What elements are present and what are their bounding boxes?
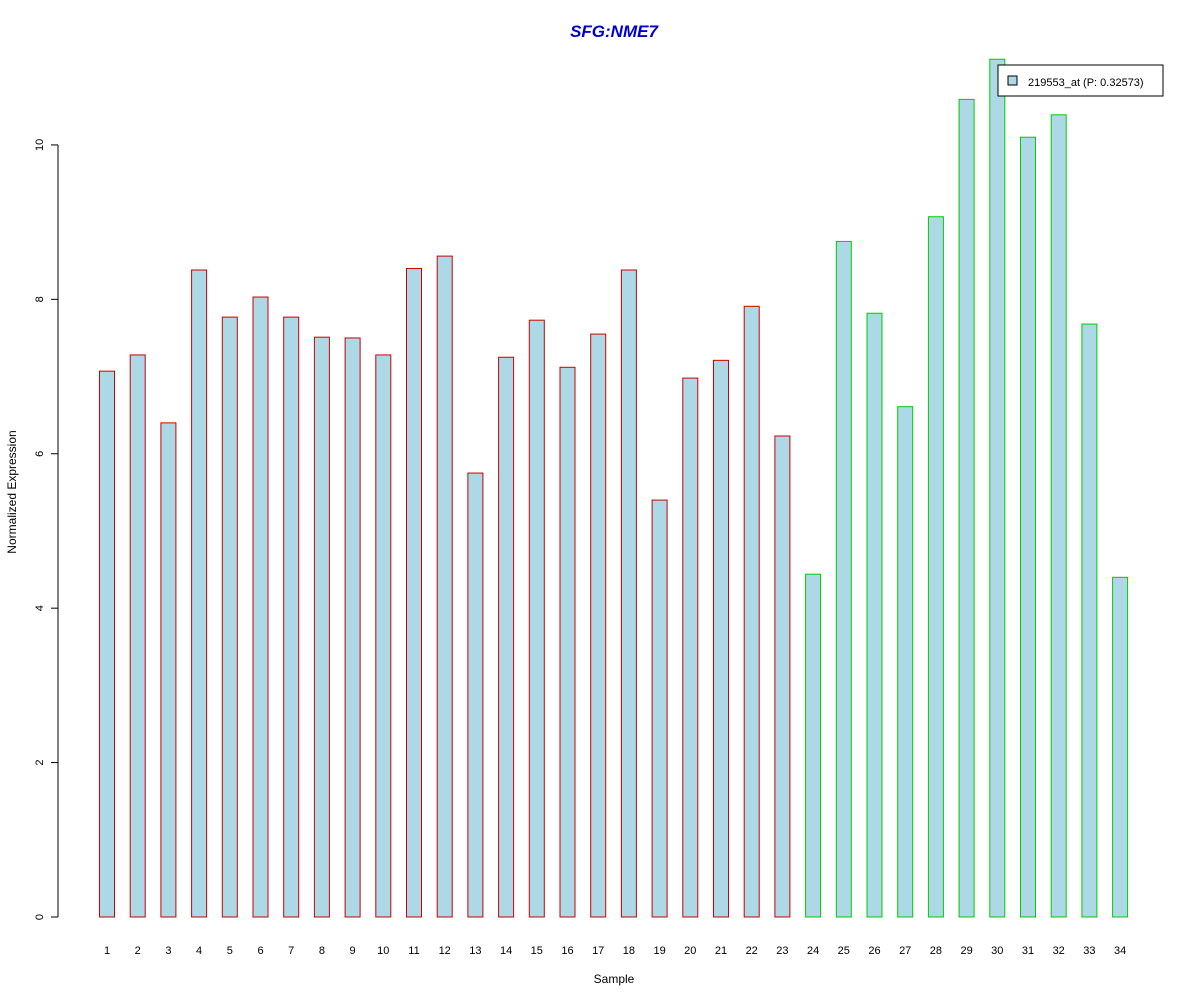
bar-sample-25 xyxy=(835,240,852,918)
bar-sample-23 xyxy=(774,435,791,918)
bar-sample-22 xyxy=(743,305,760,918)
bar-sample-17 xyxy=(590,333,607,918)
x-tick-label: 27 xyxy=(899,945,911,957)
bar-sample-12 xyxy=(436,255,453,918)
bar-sample-3 xyxy=(160,422,177,918)
x-tick-label: 7 xyxy=(288,945,294,957)
y-axis-label: Normalized Expression xyxy=(5,430,19,553)
bar-sample-11 xyxy=(406,267,422,918)
x-axis-tick-labels: 1 2 3 4 5 6 7 8 9 10 11 12 13 14 15 16 17 18 19 20 21 22 23 24 2… xyxy=(104,945,1126,957)
bar-sample-14 xyxy=(498,356,515,918)
legend-label: 219553_at (P: 0.32573) xyxy=(1028,77,1144,89)
bar-sample-10 xyxy=(375,354,392,918)
x-tick-label: 2 xyxy=(135,945,141,957)
x-tick-label: 18 xyxy=(623,945,635,957)
bar-sample-27 xyxy=(897,406,914,918)
bar-sample-31 xyxy=(1020,136,1036,918)
x-tick-label: 32 xyxy=(1053,945,1065,957)
x-tick-label: 14 xyxy=(500,945,512,957)
x-tick-label: 21 xyxy=(715,945,727,957)
x-tick-label: 19 xyxy=(653,945,665,957)
legend-swatch xyxy=(1007,75,1018,86)
x-tick-label: 33 xyxy=(1083,945,1095,957)
y-axis-ticks: 0 2 4 6 8 10 xyxy=(34,139,58,920)
bar-sample-7 xyxy=(283,316,300,918)
bar-sample-5 xyxy=(221,316,238,918)
bar-sample-19 xyxy=(651,499,668,918)
bar-sample-26 xyxy=(866,312,883,918)
x-tick-label: 23 xyxy=(776,945,788,957)
x-tick-label: 26 xyxy=(868,945,880,957)
x-tick-label: 31 xyxy=(1022,945,1034,957)
bar-sample-6 xyxy=(252,296,269,918)
y-tick-label: 4 xyxy=(34,605,46,611)
x-tick-label: 24 xyxy=(807,945,819,957)
bar-sample-2 xyxy=(129,354,146,918)
x-tick-label: 13 xyxy=(469,945,481,957)
x-tick-label: 5 xyxy=(227,945,233,957)
bar-sample-4 xyxy=(191,269,208,918)
x-tick-label: 22 xyxy=(746,945,758,957)
bar-sample-20 xyxy=(682,377,699,918)
bar-sample-21 xyxy=(713,359,729,918)
legend: 219553_at (P: 0.32573) xyxy=(997,64,1164,97)
x-tick-label: 17 xyxy=(592,945,604,957)
bar-sample-16 xyxy=(559,366,576,918)
bar-sample-8 xyxy=(313,336,330,918)
bar-sample-24 xyxy=(805,573,822,918)
x-tick-label: 3 xyxy=(165,945,171,957)
x-tick-label: 20 xyxy=(684,945,696,957)
bar-sample-18 xyxy=(620,269,637,918)
y-tick-label: 10 xyxy=(34,139,46,151)
x-tick-label: 11 xyxy=(408,945,419,957)
x-tick-label: 1 xyxy=(104,945,110,957)
y-tick-label: 6 xyxy=(34,451,46,457)
bar-sample-28 xyxy=(927,216,944,918)
x-tick-label: 30 xyxy=(991,945,1003,957)
bar-sample-29 xyxy=(958,98,975,918)
bars-group xyxy=(99,58,1129,918)
x-axis-label: Sample xyxy=(594,972,635,986)
x-tick-label: 29 xyxy=(960,945,972,957)
x-tick-label: 28 xyxy=(930,945,942,957)
y-tick-label: 2 xyxy=(34,760,46,766)
y-tick-label: 8 xyxy=(34,296,46,302)
x-tick-label: 10 xyxy=(377,945,389,957)
x-tick-label: 6 xyxy=(257,945,263,957)
bar-sample-1 xyxy=(99,370,115,918)
x-tick-label: 8 xyxy=(319,945,325,957)
x-tick-label: 15 xyxy=(531,945,543,957)
x-tick-label: 16 xyxy=(561,945,573,957)
bar-sample-34 xyxy=(1112,576,1129,918)
x-tick-label: 9 xyxy=(350,945,356,957)
bar-sample-32 xyxy=(1050,114,1067,918)
bar-sample-33 xyxy=(1081,323,1098,918)
x-tick-label: 34 xyxy=(1114,945,1126,957)
chart-title: SFG:NME7 xyxy=(570,22,659,41)
x-tick-label: 25 xyxy=(838,945,850,957)
bar-sample-30 xyxy=(989,58,1006,918)
bar-sample-15 xyxy=(528,319,545,918)
y-tick-label: 0 xyxy=(34,914,46,920)
legend-box xyxy=(997,64,1164,97)
x-tick-label: 4 xyxy=(196,945,202,957)
x-tick-label: 12 xyxy=(439,945,451,957)
bar-sample-13 xyxy=(467,472,484,918)
bar-sample-9 xyxy=(344,337,361,918)
